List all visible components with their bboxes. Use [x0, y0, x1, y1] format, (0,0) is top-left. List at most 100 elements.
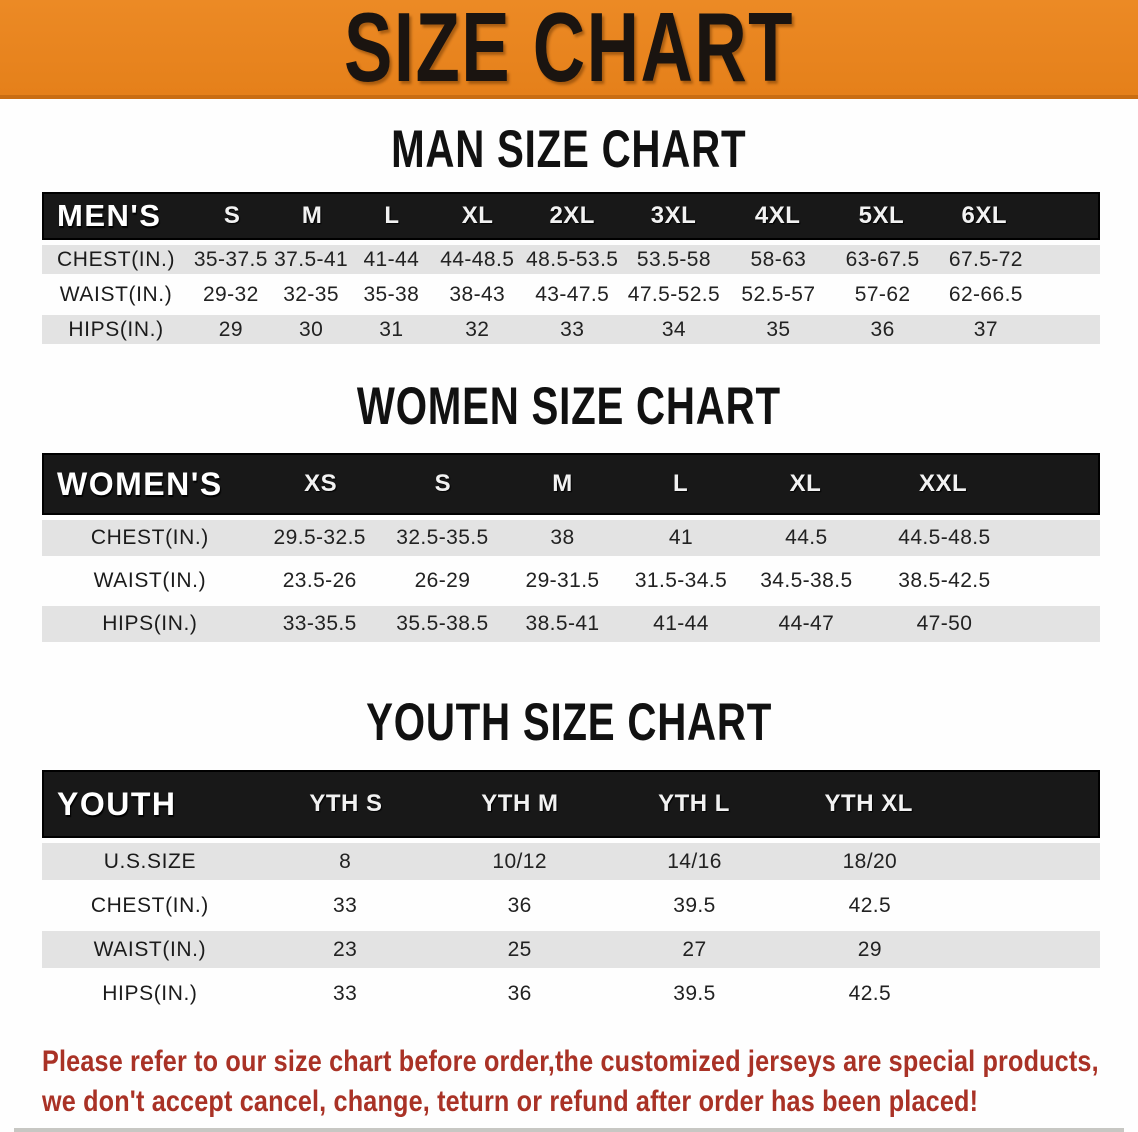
- size-cell: 29-31.5: [525, 569, 600, 592]
- size-cell: 44.5: [785, 526, 828, 549]
- size-cell: 57-62: [854, 282, 911, 306]
- table-row-waist: WAIST(IN.) 29-32 32-35 35-38 38-43 43-47…: [42, 280, 1100, 309]
- table-row-hips: HIPS(IN.) 29 30 31 32 33 34 35 36 37: [42, 315, 1100, 344]
- size-cell: 34: [661, 317, 687, 341]
- column-header: 2XL: [549, 202, 595, 229]
- size-cell: 38.5-41: [525, 612, 600, 635]
- size-cell: 36: [507, 893, 532, 917]
- size-cell: 25: [507, 937, 532, 961]
- size-cell: 44.5-48.5: [898, 526, 991, 549]
- men-size-table: MEN'S S M L XL 2XL 3XL 4XL 5XL 6XL CHEST…: [42, 192, 1100, 344]
- size-cell: 35-37.5: [193, 247, 268, 271]
- men-table-label: MEN'S: [57, 198, 162, 233]
- size-cell: 52.5-57: [741, 282, 816, 306]
- size-cell: 38: [550, 526, 575, 549]
- size-cell: 23: [333, 937, 358, 961]
- section-heading-youth: YOUTH SIZE CHART: [0, 693, 1138, 752]
- size-cell: 37: [973, 317, 998, 341]
- section-heading-man: MAN SIZE CHART: [0, 120, 1138, 179]
- section-heading-women: WOMEN SIZE CHART: [0, 377, 1138, 436]
- column-header: M: [552, 470, 573, 497]
- youth-table-rows: U.S.SIZE 8 10/12 14/16 18/20 CHEST(IN.) …: [42, 843, 1100, 1012]
- column-header: S: [223, 202, 241, 229]
- women-table-header-band: WOMEN'S XS S M L XL XXL: [42, 453, 1100, 515]
- size-cell: 38.5-42.5: [898, 569, 991, 592]
- size-cell: 31.5-34.5: [634, 569, 728, 592]
- size-cell: 38-43: [449, 282, 506, 306]
- size-cell: 36: [507, 981, 532, 1005]
- table-row-chest: CHEST(IN.) 35-37.5 37.5-41 41-44 44-48.5…: [42, 245, 1100, 274]
- size-cell: 35: [766, 317, 791, 341]
- size-cell: 31: [379, 317, 404, 341]
- youth-size-chart-section: YOUTH SIZE CHART YOUTH YTH S YTH M YTH L…: [0, 693, 1138, 1012]
- size-cell: 48.5-53.5: [526, 247, 619, 271]
- table-row-waist: WAIST(IN.) 23.5-26 26-29 29-31.5 31.5-34…: [42, 563, 1100, 599]
- size-cell: 67.5-72: [948, 247, 1023, 271]
- size-cell: 47-50: [916, 612, 973, 635]
- size-cell: 23.5-26: [282, 569, 357, 592]
- size-cell: 42.5: [848, 893, 892, 917]
- table-row-ussize: U.S.SIZE 8 10/12 14/16 18/20: [42, 843, 1100, 880]
- row-label: CHEST(IN.): [90, 526, 209, 549]
- column-header: YTH XL: [824, 790, 913, 817]
- size-cell: 14/16: [667, 849, 722, 873]
- column-header: S: [434, 470, 452, 497]
- column-header: YTH M: [481, 790, 559, 817]
- size-cell: 32.5-35.5: [396, 526, 489, 549]
- disclaimer-line-2: we don't accept cancel, change, teturn o…: [42, 1085, 979, 1118]
- size-cell: 35.5-38.5: [396, 612, 489, 635]
- size-cell: 47.5-52.5: [627, 282, 721, 306]
- size-cell: 44-48.5: [440, 247, 515, 271]
- size-cell: 18/20: [842, 849, 898, 873]
- row-label: HIPS(IN.): [68, 317, 164, 341]
- size-cell: 41-44: [653, 612, 709, 635]
- size-cell: 29: [218, 317, 243, 341]
- size-cell: 29-32: [202, 282, 259, 306]
- size-cell: 30: [298, 317, 324, 341]
- disclaimer-line-1: Please refer to our size chart before or…: [42, 1045, 1099, 1078]
- size-cell: 41: [668, 526, 694, 549]
- size-cell: 36: [870, 317, 895, 341]
- banner: SIZE CHART: [0, 0, 1138, 99]
- table-row-hips: HIPS(IN.) 33 36 39.5 42.5: [42, 975, 1100, 1012]
- size-cell: 33: [560, 317, 585, 341]
- column-header: YTH S: [309, 790, 383, 817]
- size-cell: 26-29: [414, 569, 471, 592]
- men-table-rows: CHEST(IN.) 35-37.5 37.5-41 41-44 44-48.5…: [42, 245, 1100, 344]
- table-row-chest: CHEST(IN.) 33 36 39.5 42.5: [42, 887, 1100, 924]
- row-label: CHEST(IN.): [57, 247, 176, 271]
- table-row-hips: HIPS(IN.) 33-35.5 35.5-38.5 38.5-41 41-4…: [42, 606, 1100, 642]
- column-header: L: [673, 470, 689, 497]
- column-header: M: [301, 202, 323, 229]
- size-cell: 29.5-32.5: [273, 526, 366, 549]
- size-cell: 39.5: [673, 893, 716, 917]
- size-cell: 8: [339, 849, 352, 873]
- row-label: CHEST(IN.): [90, 893, 209, 917]
- column-header: XS: [304, 470, 338, 497]
- row-label: WAIST(IN.): [93, 937, 207, 961]
- row-label: HIPS(IN.): [102, 981, 198, 1005]
- size-cell: 44-47: [778, 612, 835, 635]
- size-cell: 32: [465, 317, 490, 341]
- row-label: WAIST(IN.): [93, 569, 207, 592]
- size-cell: 53.5-58: [636, 247, 711, 271]
- size-cell: 63-67.5: [845, 247, 920, 271]
- man-size-chart-section: MAN SIZE CHART MEN'S S M L XL 2XL 3XL 4X…: [0, 120, 1138, 344]
- youth-table-header-band: YOUTH YTH S YTH M YTH L YTH XL: [42, 770, 1100, 838]
- section-heading-women-text: WOMEN SIZE CHART: [357, 377, 781, 436]
- youth-table-label: YOUTH: [57, 785, 177, 822]
- size-cell: 43-47.5: [535, 282, 610, 306]
- column-header: 4XL: [754, 202, 801, 229]
- column-header: YTH L: [658, 790, 730, 817]
- section-heading-youth-text: YOUTH SIZE CHART: [365, 693, 773, 752]
- bottom-edge-divider: [14, 1128, 1124, 1132]
- size-cell: 32-35: [283, 282, 339, 306]
- section-heading-man-text: MAN SIZE CHART: [391, 120, 747, 179]
- size-cell: 33: [333, 893, 358, 917]
- size-cell: 35-38: [363, 282, 420, 306]
- column-header: 6XL: [961, 202, 1008, 229]
- size-cell: 58-63: [750, 247, 807, 271]
- men-table-header-band: MEN'S S M L XL 2XL 3XL 4XL 5XL 6XL: [42, 192, 1100, 240]
- women-table-rows: CHEST(IN.) 29.5-32.5 32.5-35.5 38 41 44.…: [42, 520, 1100, 642]
